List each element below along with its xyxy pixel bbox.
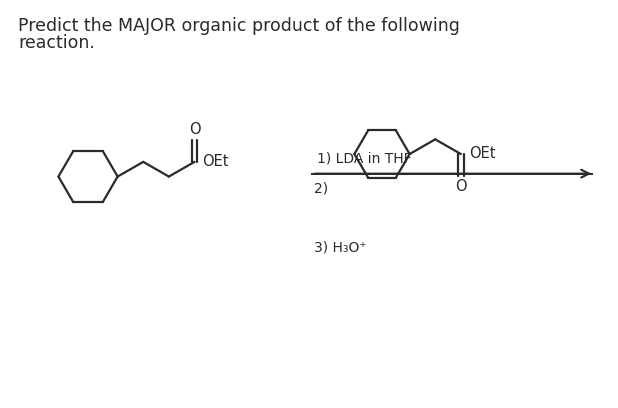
Text: OEt: OEt	[469, 146, 495, 161]
Text: O: O	[188, 122, 200, 137]
Text: Predict the MAJOR organic product of the following: Predict the MAJOR organic product of the…	[18, 17, 460, 35]
Text: 1) LDA in THF: 1) LDA in THF	[317, 152, 412, 166]
Text: O: O	[455, 179, 467, 193]
Text: reaction.: reaction.	[18, 33, 95, 51]
Text: 3) H₃O⁺: 3) H₃O⁺	[314, 240, 366, 254]
Text: OEt: OEt	[203, 154, 229, 169]
Text: 2): 2)	[314, 182, 328, 195]
